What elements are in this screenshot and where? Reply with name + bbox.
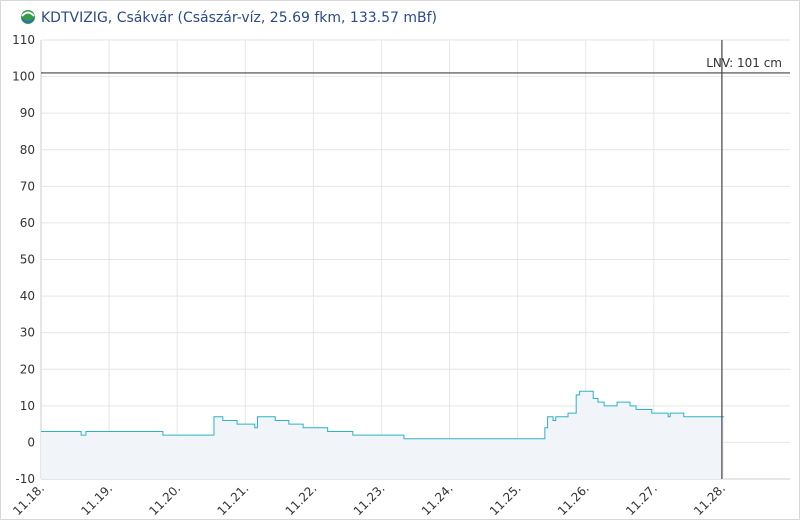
x-tick-label: 11.27.	[623, 481, 660, 518]
x-tick-label: 11.20.	[146, 481, 183, 518]
x-tick-label: 11.23.	[351, 481, 388, 518]
y-tick-label: 30	[20, 326, 35, 340]
y-tick-label: 80	[20, 143, 35, 157]
y-tick-label: 50	[20, 253, 35, 267]
line	[41, 390, 724, 440]
y-tick-label: 100	[12, 70, 35, 84]
x-tick-label: 11.21.	[215, 481, 252, 518]
y-tick-label: -10	[15, 472, 35, 486]
x-tick-label: 11.26.	[555, 481, 592, 518]
x-tick-label: 11.25.	[487, 481, 524, 518]
x-tick-label: 11.18.	[10, 481, 47, 518]
y-tick-label: 60	[20, 216, 35, 230]
y-tick-label: 110	[12, 33, 35, 47]
y-tick-label: 20	[20, 362, 35, 376]
chart-title: KDTVIZIG, Csákvár (Császár-víz, 25.69 fk…	[41, 10, 437, 26]
y-tick-label: 90	[20, 106, 35, 120]
y-tick-label: 40	[20, 289, 35, 303]
reference-label: LNV: 101 cm	[706, 56, 782, 70]
y-tick-label: 0	[27, 435, 35, 449]
y-tick-label: 10	[20, 399, 35, 413]
x-tick-label: 11.22.	[283, 481, 320, 518]
x-tick-label: 11.28.	[691, 481, 728, 518]
x-tick-label: 11.24.	[419, 481, 456, 518]
logo	[21, 10, 35, 24]
y-tick-label: 70	[20, 179, 35, 193]
x-tick-label: 11.19.	[78, 481, 115, 518]
